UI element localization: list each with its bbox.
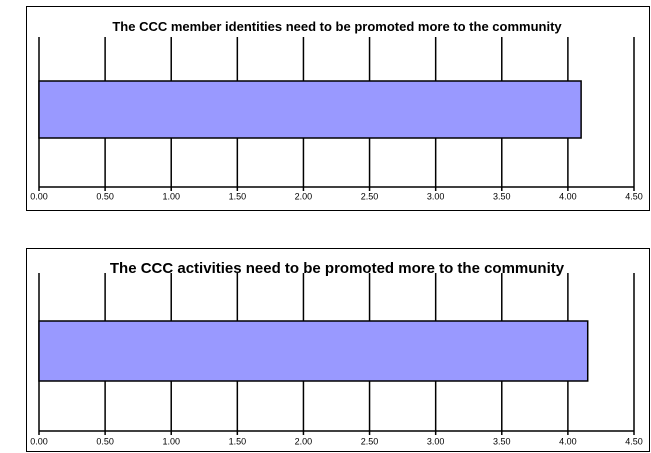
x-tick-label: 3.50 [493, 436, 511, 446]
x-tick-label: 0.00 [30, 436, 48, 446]
chart-title: The CCC activities need to be promoted m… [109, 260, 565, 277]
x-tick-label: 3.00 [427, 191, 445, 201]
x-tick-label: 2.00 [295, 191, 313, 201]
chart-title: The CCC member identities need to be pro… [112, 19, 562, 34]
x-tick-label: 0.50 [96, 191, 114, 201]
x-tick-label: 4.50 [625, 191, 643, 201]
x-tick-label: 0.50 [96, 436, 114, 446]
x-tick-label: 0.00 [30, 191, 48, 201]
chart: 0.00 0.50 1.00 1.50 2.00 2.50 3.00 3.50 4.00 4.50 [30, 273, 643, 446]
x-tick-label: 1.50 [229, 191, 247, 201]
x-tick-label: 2.50 [361, 436, 379, 446]
bar [38, 320, 589, 382]
x-tick-label: 2.50 [361, 191, 379, 201]
chart-panel: 0.00 0.50 1.00 1.50 2.00 2.50 3.00 3.50 4.00 4.50… [26, 6, 650, 211]
chart: 0.00 0.50 1.00 1.50 2.00 2.50 3.00 3.50 4.00 4.50 [30, 37, 643, 201]
x-tick-label: 2.00 [295, 436, 313, 446]
x-tick-label: 4.00 [559, 191, 577, 201]
x-tick-label: 1.00 [162, 191, 180, 201]
chart-panel: 0.00 0.50 1.00 1.50 2.00 2.50 3.00 3.50 4.00 4.50… [26, 248, 650, 452]
x-tick-label: 1.50 [229, 436, 247, 446]
x-tick-label: 3.50 [493, 191, 511, 201]
x-tick-label: 1.00 [162, 436, 180, 446]
x-tick-label: 3.00 [427, 436, 445, 446]
bar [38, 80, 582, 139]
x-tick-label: 4.50 [625, 436, 643, 446]
x-tick-label: 4.00 [559, 436, 577, 446]
